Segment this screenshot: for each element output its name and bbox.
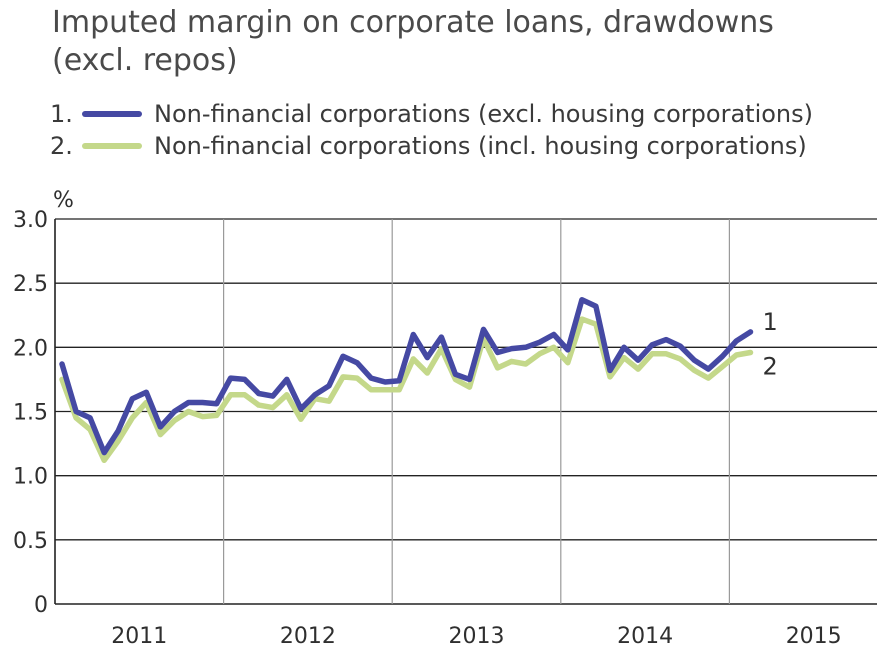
legend-swatch xyxy=(82,111,142,117)
y-tick-label: 2.5 xyxy=(13,272,48,297)
y-tick-label: 2.0 xyxy=(13,336,48,361)
y-tick-label: 1.0 xyxy=(13,465,48,490)
x-tick-label: 2011 xyxy=(111,624,167,648)
chart-title-line-1: Imputed margin on corporate loans, drawd… xyxy=(52,5,774,40)
series-end-label-1: 1 xyxy=(762,308,777,336)
y-axis-label: % xyxy=(53,188,74,213)
legend-number: 1. xyxy=(50,100,73,128)
x-tick-label: 2015 xyxy=(786,624,842,648)
chart-title-line-2: (excl. repos) xyxy=(52,43,238,78)
x-tick-label: 2013 xyxy=(449,624,505,648)
y-tick-label: 0 xyxy=(34,593,48,618)
legend-label: Non-financial corporations (incl. housin… xyxy=(154,132,807,160)
series-end-label-2: 2 xyxy=(762,352,777,380)
legend-number: 2. xyxy=(50,132,73,160)
chart-title: Imputed margin on corporate loans, drawd… xyxy=(52,4,852,80)
x-tick-label: 2012 xyxy=(280,624,336,648)
legend-label: Non-financial corporations (excl. housin… xyxy=(154,100,814,128)
legend-swatch xyxy=(82,143,142,149)
y-tick-label: 3.0 xyxy=(13,208,48,233)
series-line-1 xyxy=(59,297,754,456)
y-tick-label: 1.5 xyxy=(13,401,48,426)
y-tick-label: 0.5 xyxy=(13,529,48,554)
series-line-2 xyxy=(59,316,754,464)
x-tick-label: 2014 xyxy=(617,624,673,648)
